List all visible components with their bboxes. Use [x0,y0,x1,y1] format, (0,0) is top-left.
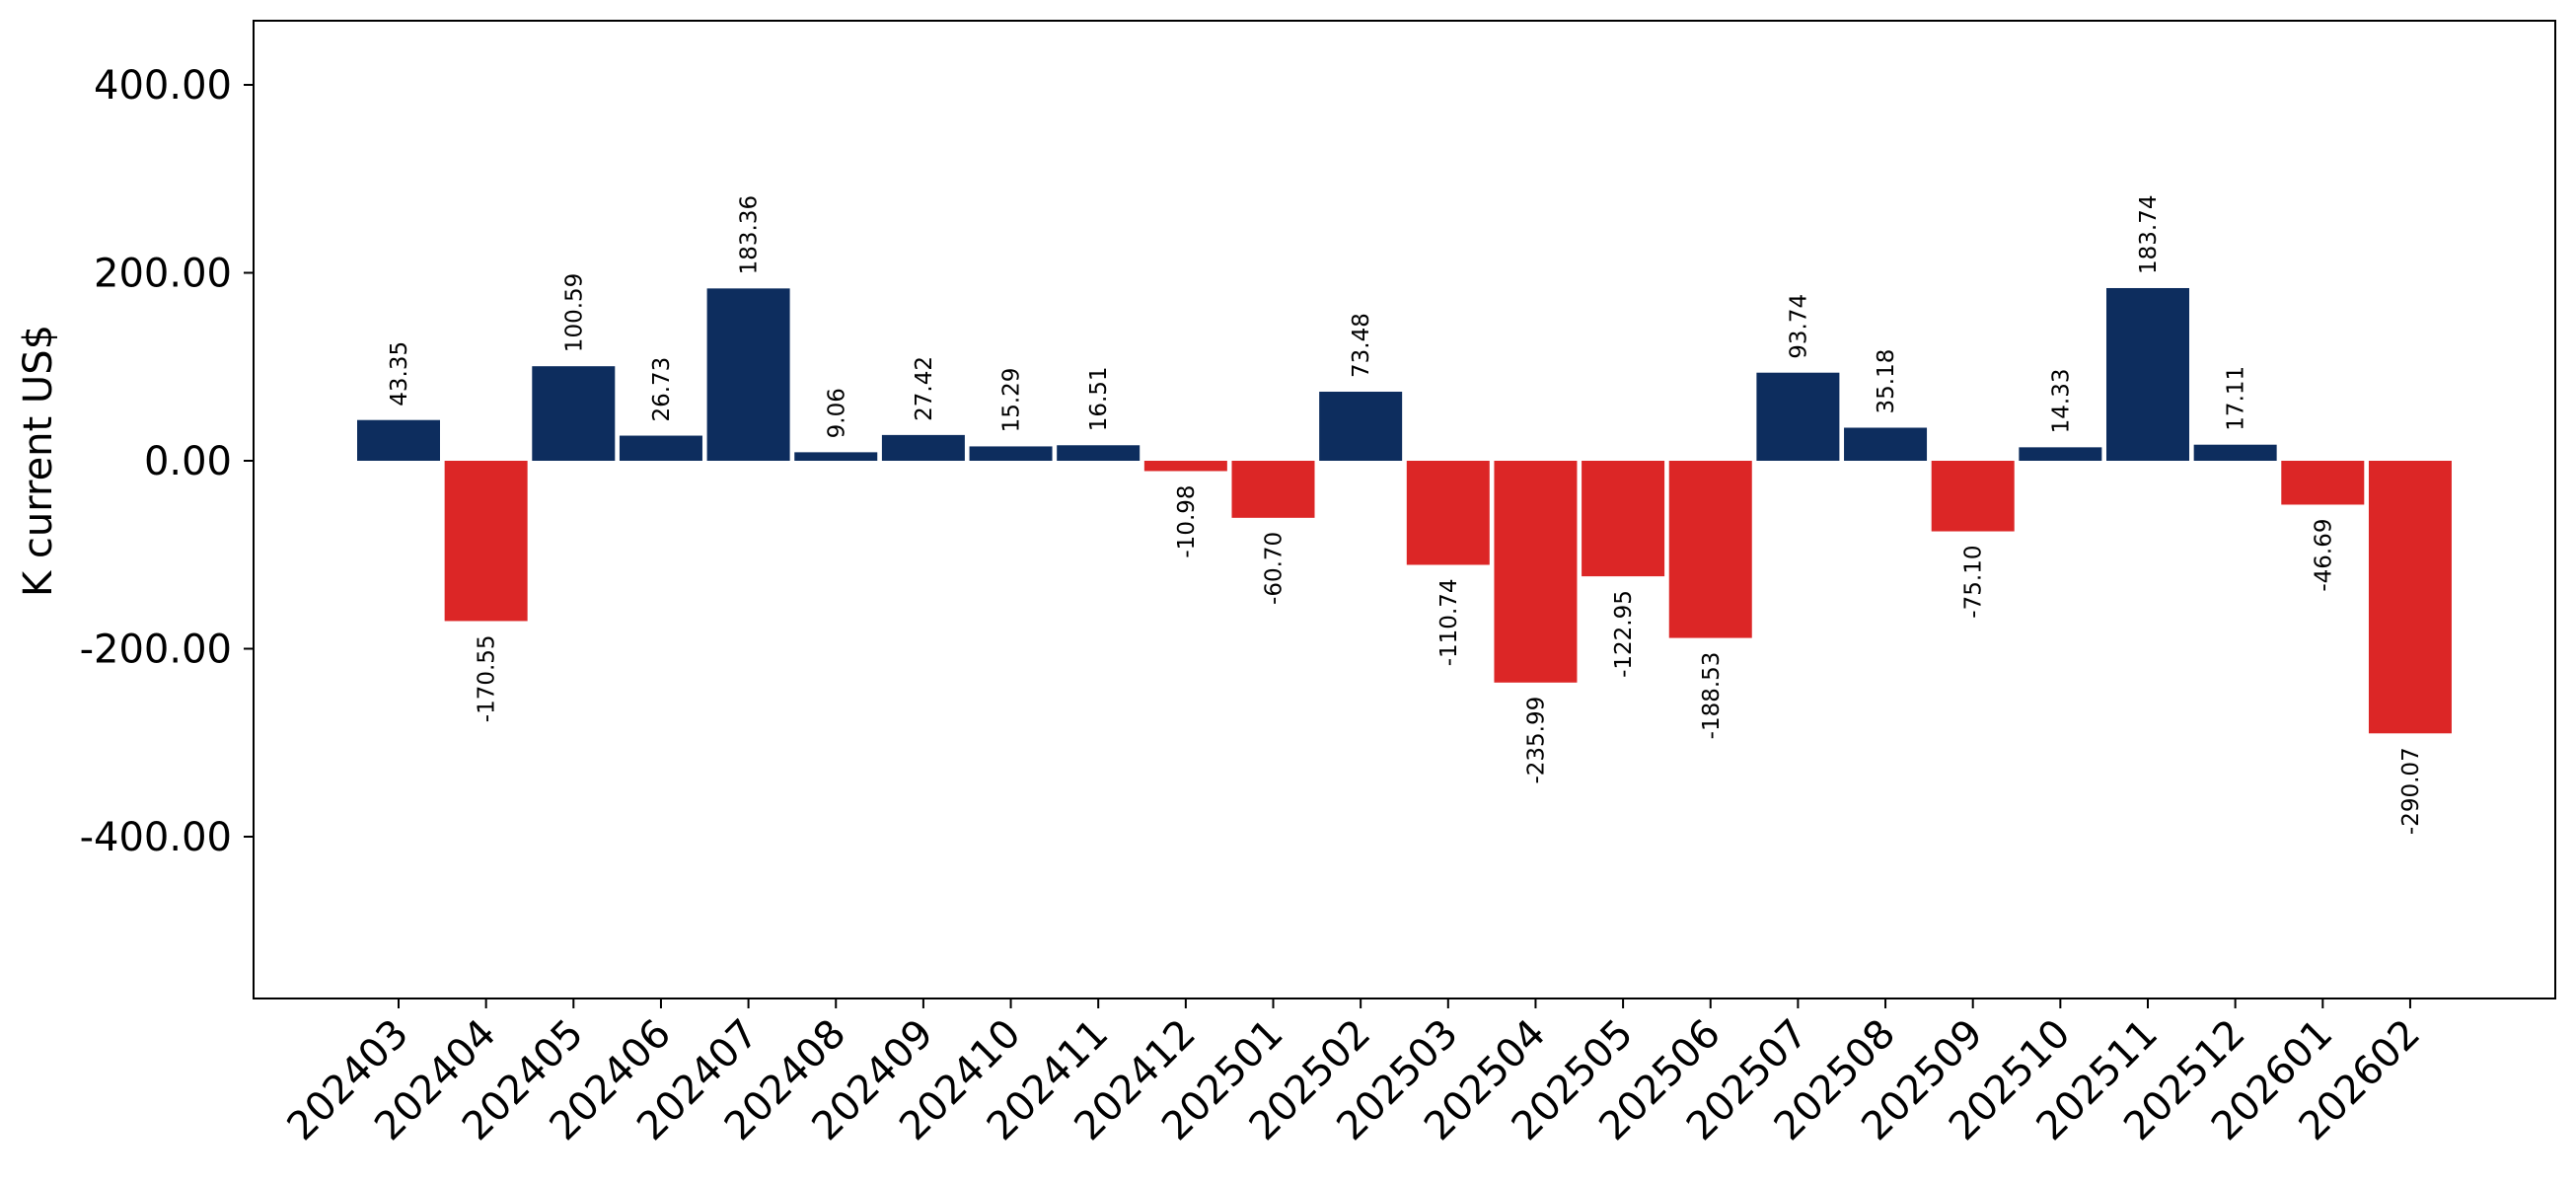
bar-202405 [532,366,616,461]
plot-frame [253,20,2556,999]
bar-202602 [2368,461,2452,734]
bar-202404 [444,461,528,622]
bar-202407 [706,288,790,461]
bar-202411 [1057,445,1141,461]
bar-value-label: 9.06 [824,388,849,438]
bar-202510 [2019,447,2102,461]
bar-202406 [619,435,702,461]
y-tick-label: 400.00 [94,63,232,109]
bar-202505 [1582,461,1665,577]
y-axis-title: K current US$ [16,325,61,597]
bar-202512 [2193,444,2277,461]
x-axis: 2024032024042024052024062024072024082024… [279,998,2429,1149]
bar-202412 [1143,461,1227,472]
bar-value-label: -235.99 [1523,697,1549,784]
bar-202601 [2281,461,2365,505]
bar-value-label: -75.10 [1961,546,1987,619]
y-tick-label: -200.00 [80,628,232,673]
bar-202410 [969,446,1053,461]
y-tick-label: 200.00 [94,252,232,297]
bar-202503 [1406,461,1490,565]
y-axis: 400.00 200.00 0.00 -200.00 -400.00 [80,63,254,860]
bar-value-label: 27.42 [912,356,937,421]
bar-value-label: 73.48 [1349,313,1374,378]
bar-202511 [2106,287,2189,461]
y-tick-label: 0.00 [144,439,232,484]
bar-202409 [881,434,965,461]
bar-value-label: 15.29 [999,368,1025,433]
bar-202502 [1319,392,1403,461]
bar-202508 [1844,427,1928,461]
bar-202501 [1231,461,1315,518]
bar-value-label: -60.70 [1262,532,1288,605]
bar-value-label: -110.74 [1436,578,1462,666]
bar-202504 [1494,461,1578,683]
bar-value-label: 14.33 [2048,368,2074,433]
bar-202408 [794,452,878,461]
bar-labels-layer: 43.35 -170.55 100.59 26.73 183.36 9.06 27.42 15… [387,195,2424,836]
bar-202403 [357,419,440,461]
bar-value-label: 183.36 [737,195,763,274]
bar-value-label: 35.18 [1874,349,1899,414]
bar-value-label: 43.35 [387,341,412,407]
bar-value-label: -10.98 [1174,484,1200,557]
bar-value-label: -46.69 [2311,518,2336,591]
bar-value-label: 26.73 [649,357,675,422]
bars-layer [357,287,2452,734]
bar-value-label: 17.11 [2224,366,2249,431]
bar-202507 [1756,372,1840,461]
bar-value-label: -122.95 [1611,590,1637,678]
bar-value-label: -290.07 [2398,747,2424,835]
bar-value-label: -188.53 [1699,652,1725,740]
bar-value-label: 100.59 [561,273,587,352]
bar-value-label: 93.74 [1786,294,1811,359]
bar-202506 [1668,461,1752,638]
bar-value-label: 16.51 [1086,366,1112,431]
y-tick-label: -400.00 [80,815,232,860]
bar-202509 [1931,461,2015,532]
bar-value-label: 183.74 [2136,195,2162,274]
bar-value-label: -170.55 [475,634,500,722]
